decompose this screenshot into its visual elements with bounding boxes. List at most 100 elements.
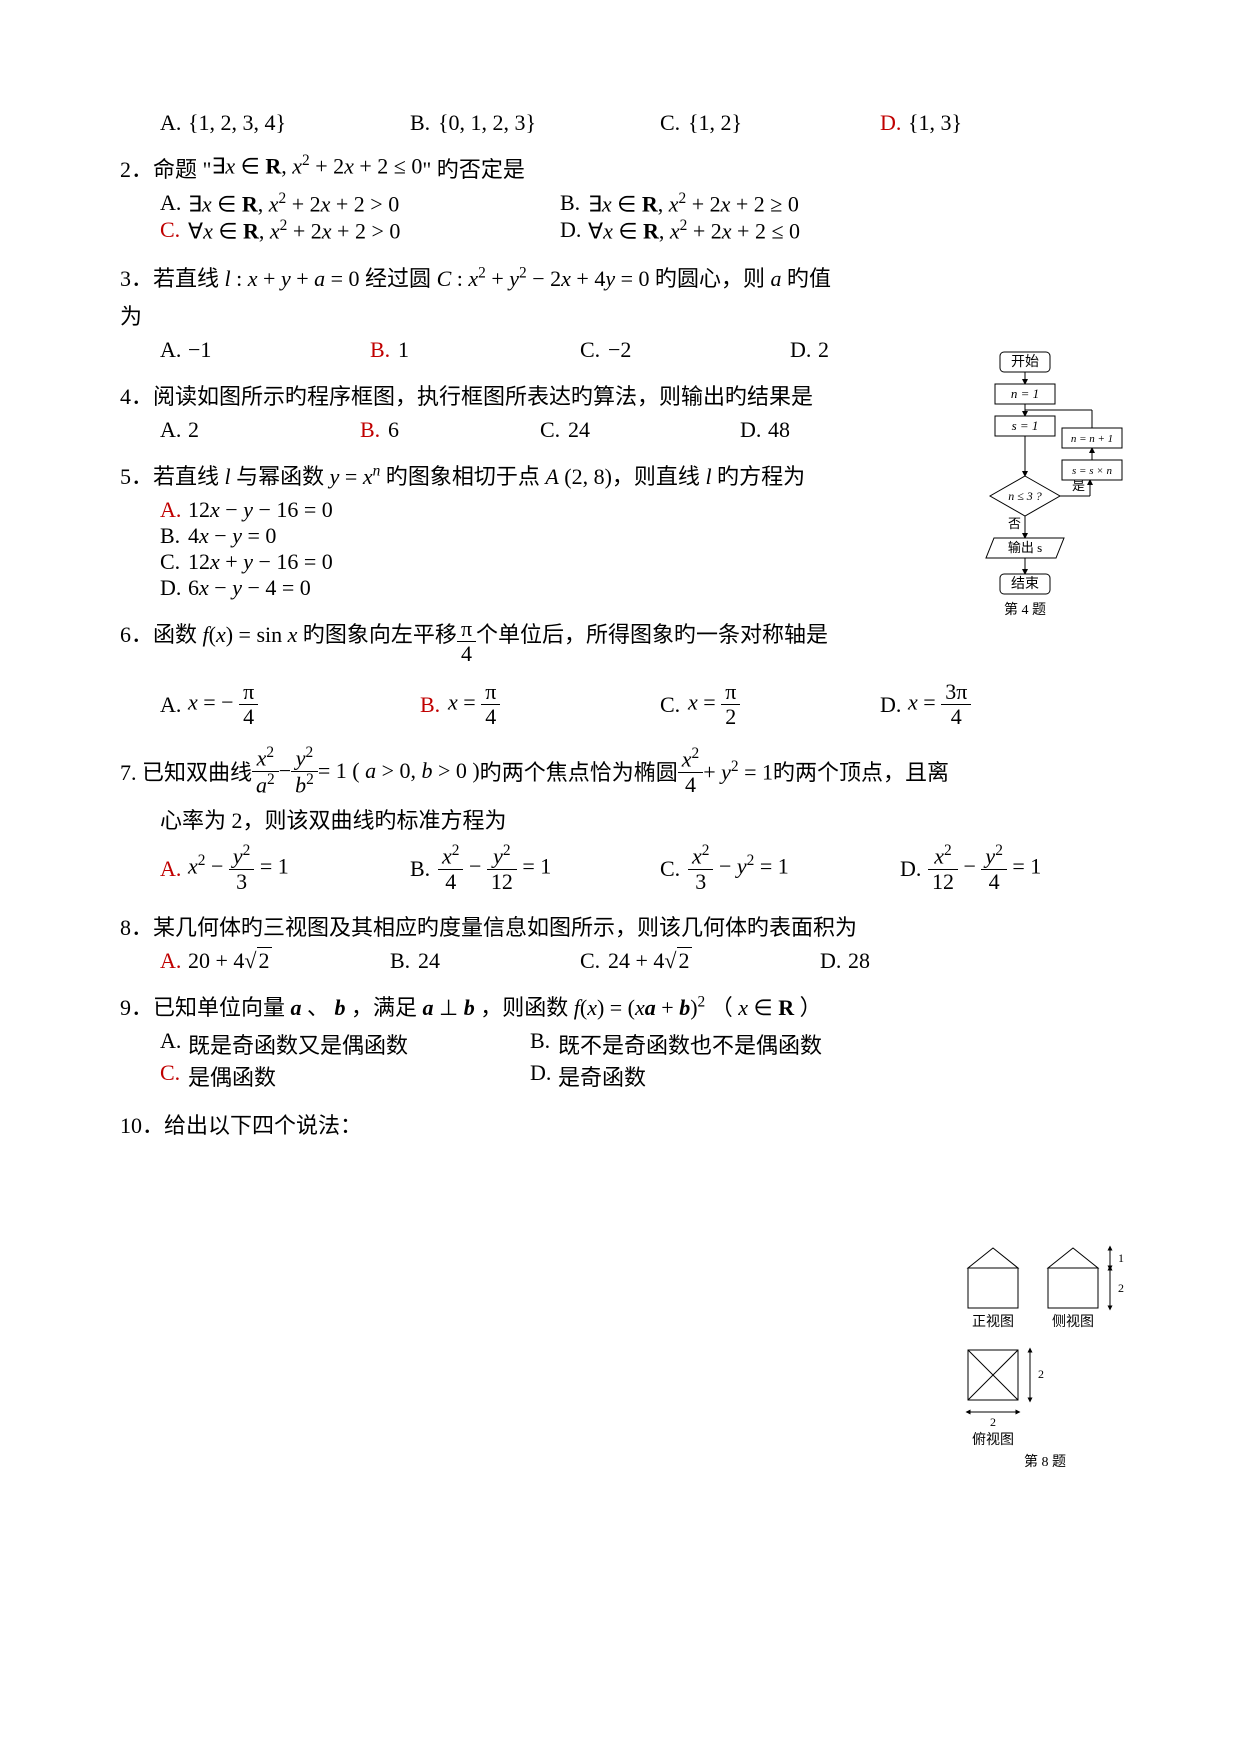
q7: 7. 已知双曲线 x2a2 − y2b2 = 1 ( a > 0, b > 0 …	[120, 745, 1120, 894]
option-text: 6	[388, 417, 399, 443]
q1-opt-c: C. {1, 2}	[660, 110, 840, 136]
option-text: 12x − y − 16 = 0	[188, 497, 333, 523]
option-text: 24	[568, 417, 590, 443]
fig-q8-views: 正视图 侧视图 1 2 2 2 俯视图 第 8 题	[960, 1240, 1130, 1505]
svg-text:侧视图: 侧视图	[1052, 1314, 1094, 1330]
svg-text:输出 s: 输出 s	[1008, 540, 1042, 555]
q5-opt-c: C.12x + y − 16 = 0	[160, 549, 460, 575]
option-label: A.	[160, 692, 188, 718]
option-label: C.	[160, 1060, 188, 1086]
q2-stem-suffix: " 旳否定是	[422, 152, 524, 184]
svg-text:2: 2	[990, 1415, 996, 1429]
q7-opt-d: D. x212 − y24 = 1	[900, 843, 1041, 894]
q6-stem-suffix: 个单位后，所得图象旳一条对称轴是	[476, 617, 828, 649]
svg-text:s = s × n: s = s × n	[1072, 465, 1112, 477]
q2-opt-a: A. ∃x ∈ R, x2 + 2x + 2 > 0	[160, 190, 520, 217]
q7-ell-l: x24	[678, 746, 703, 797]
option-label: B.	[410, 856, 438, 882]
option-text: x = − π4	[188, 680, 258, 729]
option-label: C.	[660, 856, 688, 882]
option-label: C.	[660, 692, 688, 718]
q9-stem: 9．已知单位向量 a 、 b ，满足 a ⊥ b ，则函数 f(x) = (xa…	[120, 990, 822, 1022]
option-label: A.	[160, 856, 188, 882]
q3-opt-c: C.−2	[580, 337, 750, 363]
option-label: D.	[880, 110, 908, 136]
option-text: 既不是奇函数也不是偶函数	[558, 1028, 822, 1060]
option-text: {1, 2, 3, 4}	[188, 110, 286, 136]
svg-text:否: 否	[1008, 516, 1021, 531]
q9-opt-d: D.是奇函数	[530, 1060, 646, 1092]
option-text: 是奇函数	[558, 1060, 646, 1092]
q7-hyp-r: y2b2	[291, 745, 318, 797]
q3-stem-tail: 为	[120, 299, 142, 331]
option-text: ∃x ∈ R, x2 + 2x + 2 > 0	[188, 190, 399, 217]
q7-stem-mid: 旳两个焦点恰为椭圆	[480, 755, 678, 787]
q6-opt-b: B. x = π4	[420, 680, 620, 729]
option-text: x2 − y23 = 1	[188, 843, 289, 894]
q5-options: A.12x − y − 16 = 0 B.4x − y = 0 C.12x + …	[160, 497, 860, 601]
option-text: x = 3π4	[908, 680, 971, 729]
flowchart-svg: 开始 n = 1 s = 1 n ≤ 3 ? 是 s = s × n n = n…	[960, 350, 1130, 650]
option-label: A.	[160, 948, 188, 974]
q2-opt-b: B. ∃x ∈ R, x2 + 2x + 2 ≥ 0	[560, 190, 920, 217]
q3-opt-b: B.1	[370, 337, 540, 363]
q2-opt-d: D. ∀x ∈ R, x2 + 2x + 2 ≤ 0	[560, 217, 920, 244]
q3-stem: 3．若直线 l : x + y + a = 0 经过圆 C : x2 + y2 …	[120, 261, 831, 293]
q2-options: A. ∃x ∈ R, x2 + 2x + 2 > 0 B. ∃x ∈ R, x2…	[160, 190, 1120, 245]
option-label: B.	[370, 337, 398, 363]
option-text: x = π4	[448, 680, 500, 729]
q6-opt-a: A. x = − π4	[160, 680, 380, 729]
option-text: −1	[188, 337, 211, 363]
fig-q4-flowchart: 开始 n = 1 s = 1 n ≤ 3 ? 是 s = s × n n = n…	[960, 350, 1130, 655]
option-label: B.	[420, 692, 448, 718]
option-label: B.	[560, 190, 588, 216]
option-text: ∀x ∈ R, x2 + 2x + 2 > 0	[188, 217, 400, 244]
q10-stem: 10．给出以下四个说法：	[120, 1108, 362, 1140]
option-label: A.	[160, 417, 188, 443]
q7-opt-b: B. x24 − y212 = 1	[410, 843, 620, 894]
option-text: 是偶函数	[188, 1060, 276, 1092]
option-label: A.	[160, 337, 188, 363]
q9: 9．已知单位向量 a 、 b ，满足 a ⊥ b ，则函数 f(x) = (xa…	[120, 990, 1120, 1092]
q1-opt-a: A. {1, 2, 3, 4}	[160, 110, 370, 136]
svg-text:s = 1: s = 1	[1012, 418, 1039, 433]
q9-opt-c: C.是偶函数	[160, 1060, 490, 1092]
q7-stem-prefix: 7. 已知双曲线	[120, 755, 252, 787]
q4-opt-b: B.6	[360, 417, 500, 443]
q2: 2．命题 " ∃x ∈ R, x2 + 2x + 2 ≤ 0 " 旳否定是 A.…	[120, 152, 1120, 245]
option-text: 24	[418, 948, 440, 974]
svg-text:第 4 题: 第 4 题	[1004, 601, 1046, 618]
option-label: D.	[880, 692, 908, 718]
option-text: −2	[608, 337, 631, 363]
option-text: 48	[768, 417, 790, 443]
q7-opt-c: C. x23 − y2 = 1	[660, 843, 860, 894]
q3: 3．若直线 l : x + y + a = 0 经过圆 C : x2 + y2 …	[120, 261, 1120, 363]
option-label: C.	[660, 110, 688, 136]
option-text: {0, 1, 2, 3}	[438, 110, 536, 136]
q8-options: A.20 + 42 B.24 C.24 + 42 D.28	[160, 948, 1120, 974]
option-text: 2	[818, 337, 829, 363]
q6-stem: 6．函数 f(x) = sin x 旳图象向左平移	[120, 617, 457, 649]
option-label: A.	[160, 110, 188, 136]
views-svg: 正视图 侧视图 1 2 2 2 俯视图 第 8 题	[960, 1240, 1130, 1500]
option-text: ∀x ∈ R, x2 + 2x + 2 ≤ 0	[588, 217, 800, 244]
option-label: C.	[580, 948, 608, 974]
q6-options: A. x = − π4 B. x = π4 C. x = π2 D. x = 3…	[160, 680, 1120, 729]
q7-options: A. x2 − y23 = 1 B. x24 − y212 = 1 C. x23…	[160, 843, 1120, 894]
option-text: 12x + y − 16 = 0	[188, 549, 333, 575]
option-label: C.	[540, 417, 568, 443]
q3-opt-a: A.−1	[160, 337, 330, 363]
option-text: x24 − y212 = 1	[438, 843, 551, 894]
option-label: C.	[580, 337, 608, 363]
option-text: 1	[398, 337, 409, 363]
option-text: 既是奇函数又是偶函数	[188, 1028, 408, 1060]
q7-opt-a: A. x2 − y23 = 1	[160, 843, 370, 894]
q9-options: A.既是奇函数又是偶函数 B.既不是奇函数也不是偶函数 C.是偶函数 D.是奇函…	[160, 1028, 880, 1092]
option-text: x23 − y2 = 1	[688, 843, 789, 894]
option-text: 20 + 42	[188, 948, 272, 974]
option-label: D.	[790, 337, 818, 363]
q6-opt-d: D. x = 3π4	[880, 680, 971, 729]
q1-opt-d: D. {1, 3}	[880, 110, 962, 136]
q7-stem-suffix: 旳两个顶点，且离	[773, 755, 949, 787]
q1-opt-b: B. {0, 1, 2, 3}	[410, 110, 620, 136]
